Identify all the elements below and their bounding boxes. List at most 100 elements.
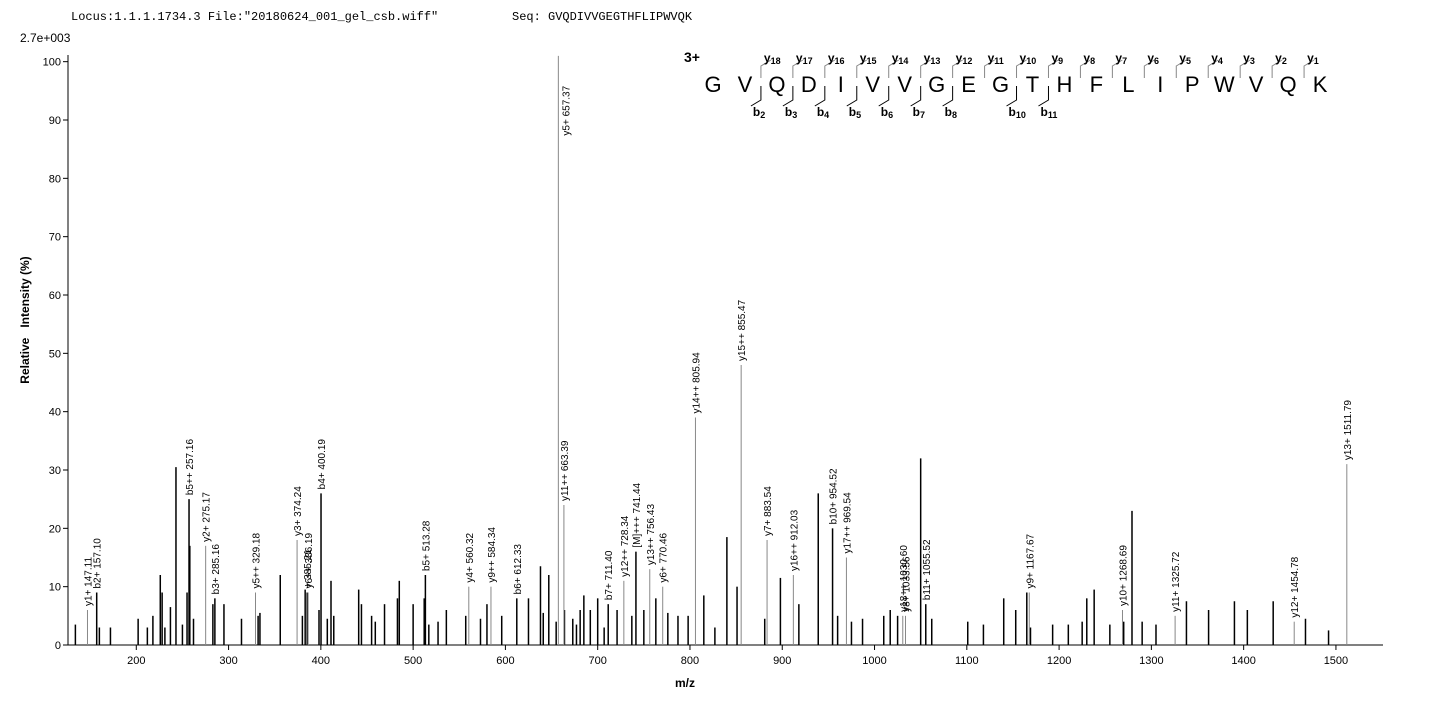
residue: V — [1249, 72, 1264, 97]
b-ion-bracket — [846, 86, 858, 107]
y-tick-label: 20 — [49, 523, 61, 535]
y-tick-label: 60 — [49, 290, 61, 302]
y-ion-bracket — [920, 59, 931, 78]
residue: Q — [768, 72, 785, 97]
peak-label: y17++ 969.54 — [842, 492, 853, 554]
peak-label: b4+ 400.19 — [317, 439, 328, 490]
ion-label: b8 — [945, 105, 957, 120]
peak-label: b11+ 1055.52 — [922, 539, 933, 600]
y-ion-bracket — [1079, 59, 1091, 78]
peak-label: y15++ 855.47 — [737, 299, 748, 361]
y-ion-bracket — [760, 59, 772, 78]
peak-label: b10+ 954.52 — [829, 468, 840, 524]
y-ion-bracket — [1111, 59, 1123, 78]
chart-title: Locus:1.1.1.1734.3 File:"20180624_001_ge… — [71, 10, 438, 24]
residue: P — [1185, 72, 1200, 97]
x-tick-label: 500 — [404, 655, 422, 667]
peak-label: + 385.21 — [303, 549, 314, 589]
peak-label: y8+ 1033.56 — [902, 556, 913, 612]
peak-label: b5++ 257.16 — [185, 439, 196, 496]
y-ion-bracket — [856, 59, 868, 78]
ion-label: y6 — [1147, 51, 1159, 66]
y-tick-label: 80 — [49, 173, 61, 185]
ion-label: b5 — [849, 105, 861, 120]
y-ion-bracket — [1016, 59, 1027, 78]
ion-label: b6 — [881, 105, 893, 120]
peak-label: y11++ 663.39 — [560, 440, 571, 501]
ion-label: b10 — [1009, 105, 1026, 120]
ion-label: y1 — [1307, 51, 1319, 66]
y-ion-bracket — [1207, 59, 1219, 78]
peak-label: y13+ 1511.79 — [1343, 400, 1354, 461]
x-tick-label: 1400 — [1231, 655, 1255, 667]
chart-subtitle: Seq: GVQDIVVGEGTHFLIPWVQK — [512, 10, 693, 24]
y-tick-label: 30 — [49, 465, 61, 477]
peak-label: y7+ 883.54 — [763, 486, 774, 536]
ion-label: y10 — [1020, 51, 1037, 66]
residue: V — [897, 72, 912, 97]
residue: I — [838, 72, 844, 97]
x-tick-label: 700 — [589, 655, 607, 667]
peak-label: y1+ 147.11 — [83, 557, 94, 606]
x-tick-label: 600 — [496, 655, 514, 667]
b-ion-bracket — [910, 86, 922, 107]
ion-label: y18 — [764, 51, 781, 66]
b-ion-bracket — [1038, 86, 1049, 107]
y-ion-bracket — [1175, 59, 1187, 78]
b-ion-bracket — [814, 86, 826, 107]
b-ion-bracket — [750, 86, 762, 107]
intensity-scale: 2.7e+003 — [20, 31, 71, 45]
ion-label: y5 — [1179, 51, 1191, 66]
x-tick-label: 1300 — [1139, 655, 1163, 667]
y-ion-bracket — [1143, 59, 1155, 78]
peak-label: b6+ 612.33 — [513, 544, 524, 595]
residue: G — [928, 72, 945, 97]
x-tick-label: 400 — [312, 655, 330, 667]
peak-label: y10+ 1268.69 — [1118, 545, 1129, 606]
peak-label: y5+ 657.37 — [561, 85, 572, 135]
x-tick-label: 800 — [681, 655, 699, 667]
peak-label: y4+ 560.32 — [465, 532, 476, 582]
ion-label: y8 — [1083, 51, 1095, 66]
y-tick-label: 0 — [55, 640, 61, 652]
y-tick-label: 50 — [49, 348, 61, 360]
y-tick-label: 100 — [43, 57, 61, 69]
ion-label: y16 — [828, 51, 845, 66]
ion-label: b7 — [913, 105, 925, 120]
ion-label: y12 — [956, 51, 973, 66]
peak-label: y9+ 1167.67 — [1025, 533, 1036, 588]
peak-label: y3+ 374.24 — [293, 486, 304, 536]
peak-label: b3+ 285.16 — [211, 544, 222, 595]
b-ion-bracket — [782, 86, 794, 107]
b-ion-bracket — [942, 86, 954, 107]
peak-label: y2+ 275.17 — [202, 492, 213, 542]
residue: F — [1090, 72, 1103, 97]
ion-label: y7 — [1115, 51, 1127, 66]
x-tick-label: 900 — [773, 655, 791, 667]
peak-label: y6+ 770.46 — [659, 532, 670, 582]
residue: K — [1313, 72, 1328, 97]
ion-label: y4 — [1211, 51, 1223, 66]
x-tick-label: 300 — [219, 655, 237, 667]
peak-label: b5+ 513.28 — [421, 520, 432, 571]
ion-label: y17 — [796, 51, 813, 66]
ion-label: b2 — [753, 105, 765, 120]
residue: D — [801, 72, 817, 97]
peak-label: y5++ 329.18 — [251, 532, 262, 588]
peak-label: b7+ 711.40 — [604, 550, 615, 600]
x-tick-label: 1200 — [1047, 655, 1071, 667]
x-tick-label: 1500 — [1324, 655, 1348, 667]
residue: G — [704, 72, 721, 97]
residue: Q — [1280, 72, 1297, 97]
y-axis-label: Relative Intensity (%) — [18, 256, 32, 383]
y-tick-label: 10 — [49, 582, 61, 594]
ion-label: y3 — [1243, 51, 1255, 66]
b-ion-bracket — [878, 86, 890, 107]
ion-label: b11 — [1040, 105, 1057, 120]
peak-label: y12+ 1454.78 — [1290, 556, 1301, 617]
peak-label: b2+ 157.10 — [93, 538, 104, 589]
y-ion-bracket — [952, 59, 963, 78]
residue: L — [1122, 72, 1134, 97]
peak-label: y6++ 386.19 — [304, 532, 315, 588]
